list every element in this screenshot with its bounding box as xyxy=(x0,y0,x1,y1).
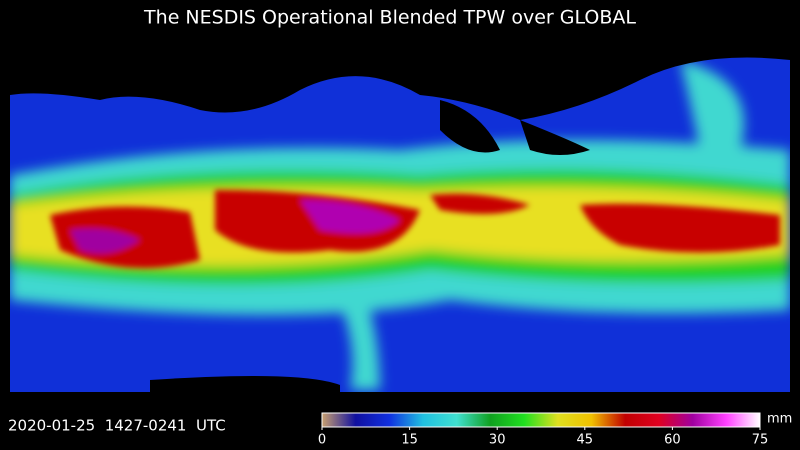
colorbar-tick-label: 0 xyxy=(318,433,326,448)
colorbar-tick-label: 60 xyxy=(664,433,681,448)
colorbar-unit: mm xyxy=(767,412,792,427)
title: The NESDIS Operational Blended TPW over … xyxy=(143,7,636,29)
tpw-field xyxy=(10,35,790,397)
colorbar-tick-label: 30 xyxy=(489,433,506,448)
colorbar: 0 15 30 45 60 75 mm xyxy=(318,412,792,448)
timestamp: 2020-01-25 1427-0241 UTC xyxy=(8,417,226,435)
colorbar-tick-label: 75 xyxy=(752,433,769,448)
colorbar-fill xyxy=(321,412,761,428)
colorbar-tick-label: 15 xyxy=(401,433,418,448)
colorbar-tick-label: 45 xyxy=(577,433,594,448)
land-mask xyxy=(10,35,790,397)
